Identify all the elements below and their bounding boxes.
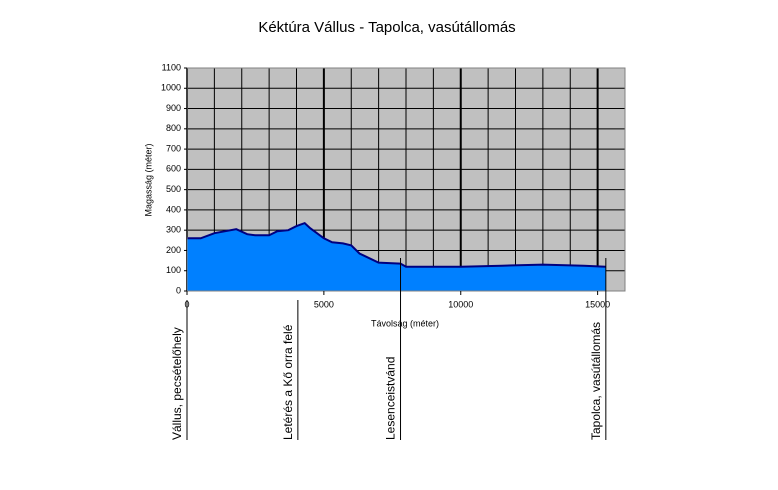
waypoint-label: Lesenceistvánd — [384, 357, 398, 440]
y-tick-label: 200 — [166, 245, 181, 255]
elevation-area — [187, 223, 606, 291]
y-tick-label: 300 — [166, 225, 181, 235]
y-axis-label: Magasság (méter) — [143, 143, 153, 216]
x-tick-label: 10000 — [448, 299, 473, 309]
y-tick-label: 0 — [176, 285, 181, 295]
y-tick-label: 700 — [166, 143, 181, 153]
chart-title: Kéktúra Vállus - Tapolca, vasútállomás — [258, 19, 515, 36]
y-tick-label: 400 — [166, 204, 181, 214]
waypoint-label: Tapolca, vasútállomás — [589, 322, 603, 440]
plot-border — [186, 67, 626, 292]
y-tick-label: 800 — [166, 123, 181, 133]
waypoint-label: Vállus, pecsételőhely — [170, 327, 184, 440]
x-axis-label: Távolság (méter) — [371, 318, 439, 328]
y-tick-label: 100 — [166, 265, 181, 275]
elevation-line — [187, 221, 606, 268]
y-tick-label: 900 — [166, 103, 181, 113]
y-tick-label: 1000 — [161, 83, 181, 93]
waypoint-label: Letérés a Kő orra felé — [281, 324, 295, 440]
y-tick-label: 500 — [166, 184, 181, 194]
x-tick-label: 15000 — [585, 299, 610, 309]
y-tick-label: 1100 — [162, 62, 181, 72]
x-tick-label: 5000 — [314, 299, 334, 309]
y-tick-label: 600 — [166, 164, 181, 174]
